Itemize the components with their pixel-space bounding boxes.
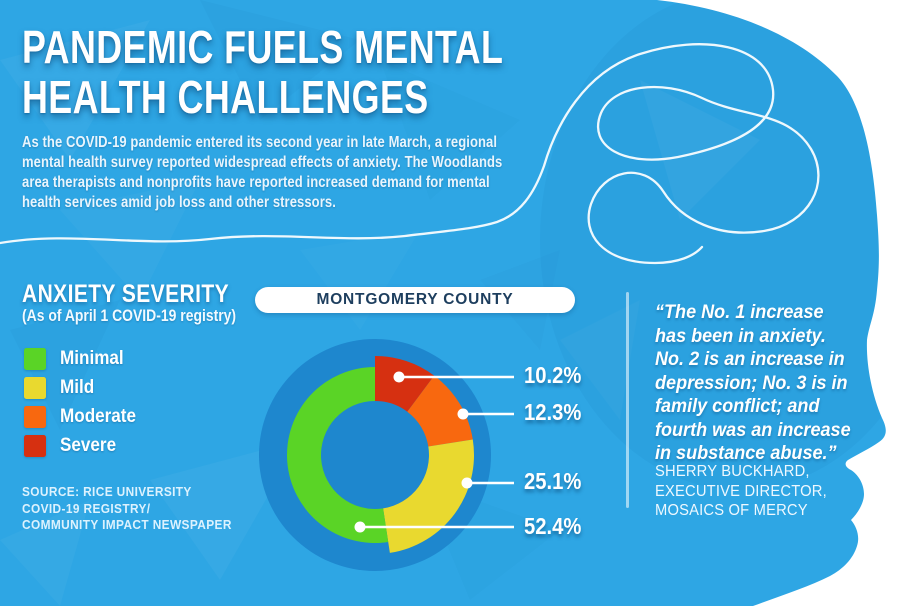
section-subtitle: (As of April 1 COVID-19 registry): [22, 306, 237, 325]
quote-text-line: “The No. 1 increase: [655, 302, 824, 323]
intro-paragraph: As the COVID-19 pandemic entered its sec…: [22, 133, 502, 213]
legend-swatch-minimal: [24, 348, 46, 370]
legend-swatch-severe: [24, 435, 46, 457]
leader-dot-moderate: [457, 408, 469, 420]
legend-item-minimal: Minimal: [24, 348, 144, 370]
quote-text-line: depression; No. 3 is in: [655, 372, 848, 394]
quote-text-line: has been in anxiety.: [655, 325, 826, 347]
donut-percent-label-moderate: 12.3%: [524, 399, 582, 425]
page-title: PANDEMIC FUELS MENTAL HEALTH CHALLENGES: [22, 22, 503, 122]
donut-slice-severe: [375, 356, 435, 412]
intro-paragraph-line: area therapists and nonprofits have repo…: [22, 174, 490, 191]
quote-text-line: in substance abuse.”: [655, 443, 837, 464]
legend-label: Moderate: [60, 406, 137, 427]
donut-percent-label-severe: 10.2%: [524, 362, 582, 388]
head-profile-silhouette: [657, 0, 900, 606]
legend-label: Severe: [60, 435, 117, 456]
quote-attribution-line: SHERRY BUCKHARD,: [655, 463, 810, 480]
donut-percent-label-minimal: 52.4%: [524, 513, 582, 539]
section-title: ANXIETY SEVERITY: [22, 280, 230, 308]
donut-percent-label-mild: 25.1%: [524, 468, 582, 494]
quote-attribution-line: EXECUTIVE DIRECTOR,: [655, 482, 827, 500]
leader-dot-mild: [461, 477, 473, 489]
donut-slice-minimal: [286, 367, 389, 543]
leader-dots: [354, 371, 473, 533]
legend-swatch-moderate: [24, 406, 46, 428]
quote-text-line: family conflict; and: [655, 396, 820, 417]
source-note-line: SOURCE: RICE UNIVERSITY: [22, 485, 192, 499]
leader-dot-minimal: [354, 521, 366, 533]
quote-attribution: SHERRY BUCKHARD, EXECUTIVE DIRECTOR, MOSAI…: [655, 462, 827, 521]
chart-title-pill: MONTGOMERY COUNTY: [255, 287, 575, 313]
quote-text-line: fourth was an increase: [655, 419, 851, 441]
donut-slice-moderate: [407, 375, 473, 447]
legend-item-mild: Mild: [24, 377, 144, 399]
legend-item-moderate: Moderate: [24, 406, 144, 428]
legend-label: Mild: [60, 377, 95, 398]
source-note-line: COVID-19 REGISTRY/: [22, 501, 151, 516]
chart-title: MONTGOMERY COUNTY: [316, 291, 514, 308]
leader-lines: [360, 375, 514, 529]
source-note: SOURCE: RICE UNIVERSITY COVID-19 REGISTRY…: [22, 484, 232, 534]
page-title-line: PANDEMIC FUELS MENTAL: [22, 21, 504, 73]
tangled-thread-illustration: [0, 43, 820, 265]
donut-chart: [286, 356, 474, 553]
legend-swatch-mild: [24, 377, 46, 399]
intro-paragraph-line: As the COVID-19 pandemic entered its sec…: [22, 134, 498, 151]
intro-paragraph-line: mental health survey reported widespread…: [22, 154, 503, 171]
intro-paragraph-line: health services amid job loss and other …: [22, 194, 336, 211]
donut-slice-mild: [383, 439, 474, 553]
legend-item-severe: Severe: [24, 435, 144, 457]
legend-label: Minimal: [60, 348, 124, 369]
quote-attribution-line: MOSAICS OF MERCY: [655, 502, 808, 519]
quote-text: “The No. 1 increase has been in anxiety. N…: [655, 301, 851, 466]
legend: Minimal Mild Moderate Severe: [24, 348, 144, 464]
quote-divider-line: [626, 292, 629, 508]
leader-dot-severe: [393, 371, 405, 383]
source-note-line: COMMUNITY IMPACT NEWSPAPER: [22, 518, 232, 532]
page-title-line: HEALTH CHALLENGES: [22, 71, 429, 123]
quote-text-line: No. 2 is an increase in: [655, 349, 845, 370]
